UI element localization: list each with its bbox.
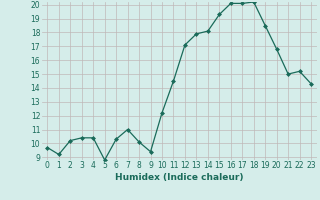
X-axis label: Humidex (Indice chaleur): Humidex (Indice chaleur) [115, 173, 244, 182]
